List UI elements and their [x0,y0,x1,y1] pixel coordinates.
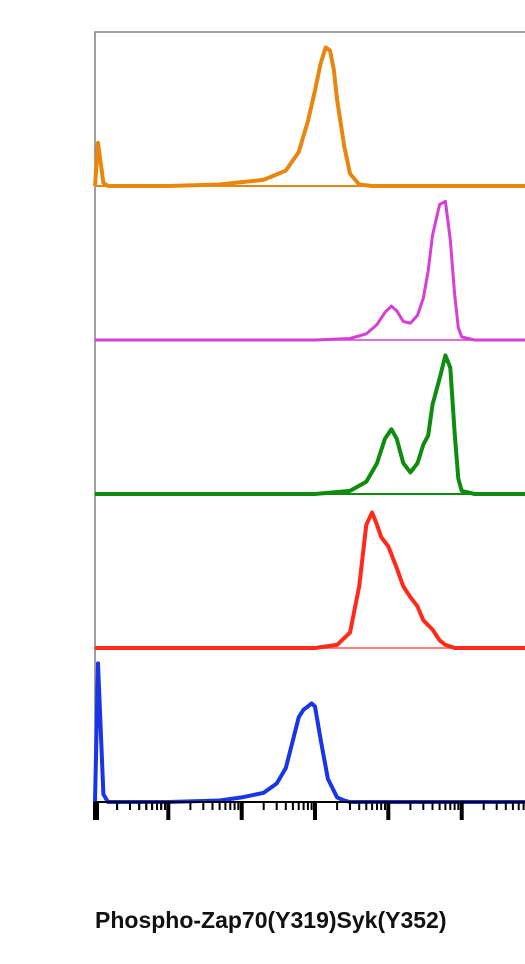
series-3 [95,353,525,496]
series-4 [95,510,525,650]
series-3-curve [95,353,525,496]
series-2-curve [95,199,525,342]
series-5-curve [93,661,525,804]
series-layer [93,45,525,804]
series-1-curve [93,45,525,188]
x-axis [93,801,525,820]
plot-frame [94,31,525,803]
series-1 [93,45,525,188]
series-2 [95,199,525,342]
series-5 [93,661,525,804]
x-axis-label: Phospho-Zap70(Y319)Syk(Y352) [95,907,447,933]
series-4-curve [95,510,525,650]
